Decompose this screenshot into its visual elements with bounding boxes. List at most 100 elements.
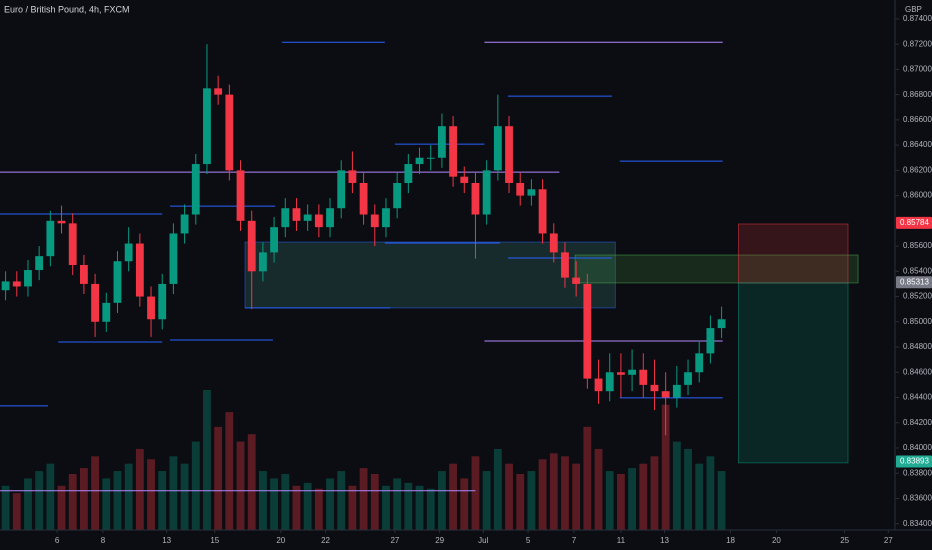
volume-bar — [661, 404, 670, 530]
candle-body — [572, 277, 581, 284]
volume-bar — [247, 434, 256, 530]
candle-body — [505, 126, 513, 183]
x-tick-label: 27 — [884, 536, 893, 545]
volume-bar — [292, 485, 301, 530]
candle-body — [203, 88, 211, 165]
candle-body — [24, 270, 32, 287]
candle-body — [650, 384, 659, 392]
y-tick-label: 0.85400 — [903, 266, 932, 275]
volume-bar — [147, 459, 155, 530]
volume-bar — [605, 471, 614, 530]
volume-bar — [538, 459, 547, 530]
volume-bar — [449, 463, 458, 530]
candle-body — [415, 157, 424, 165]
volume-bar — [35, 471, 44, 530]
candle-body — [35, 256, 44, 271]
volume-bar — [1, 485, 10, 530]
volume-bar — [460, 478, 469, 530]
candle-body — [57, 220, 66, 224]
volume-bar — [303, 482, 312, 530]
x-tick-label: 25 — [840, 536, 849, 545]
volume-bar — [191, 441, 200, 530]
y-tick-label: 0.84000 — [903, 443, 932, 452]
volume-bar — [549, 453, 558, 530]
y-tick-label: 0.86000 — [903, 191, 932, 200]
candle-body — [460, 176, 469, 183]
volume-bar — [57, 485, 66, 530]
x-tick-label: 20 — [772, 536, 781, 545]
candle-body — [393, 182, 402, 209]
volume-bar — [225, 412, 234, 530]
volume-bar — [180, 463, 189, 530]
zone — [737, 223, 849, 284]
candle-body — [281, 208, 290, 228]
candle-body — [471, 182, 480, 215]
volume-bar — [404, 482, 413, 530]
volume-bar — [24, 478, 32, 530]
volume-bar — [281, 474, 290, 530]
candle-body — [370, 214, 379, 228]
volume-bar — [12, 493, 21, 530]
candle-body — [426, 157, 435, 159]
candle-body — [527, 189, 536, 196]
x-tick-label: 6 — [55, 536, 60, 545]
y-tick-label: 0.83600 — [903, 494, 932, 503]
candle-body — [79, 265, 88, 284]
candle-body — [616, 372, 625, 375]
y-tick-label: 0.87000 — [903, 65, 932, 74]
candle-body — [605, 372, 614, 392]
x-tick-label: 13 — [162, 536, 171, 545]
candle-body — [158, 283, 167, 320]
price-label-box — [896, 455, 932, 468]
x-tick-label: 22 — [321, 536, 330, 545]
volume-bar — [337, 471, 346, 530]
volume-bar — [672, 441, 681, 530]
candle-body — [594, 378, 603, 392]
candle-body — [68, 223, 77, 265]
candle-body — [706, 328, 715, 354]
volume-bar — [527, 471, 536, 530]
volume-bar — [616, 474, 625, 530]
volume-bar — [79, 468, 88, 530]
price-label: 0.83893 — [900, 457, 929, 466]
volume-bar — [382, 485, 390, 530]
volume-bar — [482, 471, 491, 530]
volume-bar — [135, 448, 144, 530]
candle-body — [135, 243, 144, 297]
candle-body — [661, 391, 670, 398]
volume-bar — [214, 426, 223, 530]
volume-bar — [516, 474, 525, 530]
volume-bar — [493, 448, 502, 530]
x-tick-label: 7 — [572, 536, 577, 545]
candle-body — [270, 227, 279, 253]
y-tick-label: 0.85200 — [903, 292, 932, 301]
candle-body — [1, 281, 10, 291]
candle-body — [303, 214, 312, 221]
volume-bar — [415, 485, 424, 530]
candle-body — [382, 208, 390, 228]
x-tick-label: 15 — [210, 536, 219, 545]
candle-body — [672, 384, 681, 398]
y-tick-label: 0.86400 — [903, 140, 932, 149]
candle-body — [124, 243, 133, 262]
candle-body — [449, 126, 458, 177]
candle-body — [404, 164, 413, 183]
currency: GBP — [905, 5, 922, 14]
candle-body — [46, 220, 55, 257]
x-tick-label: 20 — [276, 536, 285, 545]
candle-body — [583, 283, 592, 379]
volume-bar — [258, 471, 267, 530]
candle-body — [549, 233, 558, 253]
y-tick-label: 0.85000 — [903, 317, 932, 326]
volume-bar — [426, 488, 435, 530]
volume-bar — [370, 474, 379, 530]
candle-body — [437, 126, 446, 158]
price-label-box — [896, 276, 932, 289]
candle-body — [214, 88, 223, 95]
candle-body — [113, 261, 122, 303]
zone — [574, 254, 859, 284]
x-tick-label: 11 — [617, 536, 626, 545]
volume-bar — [314, 488, 323, 530]
